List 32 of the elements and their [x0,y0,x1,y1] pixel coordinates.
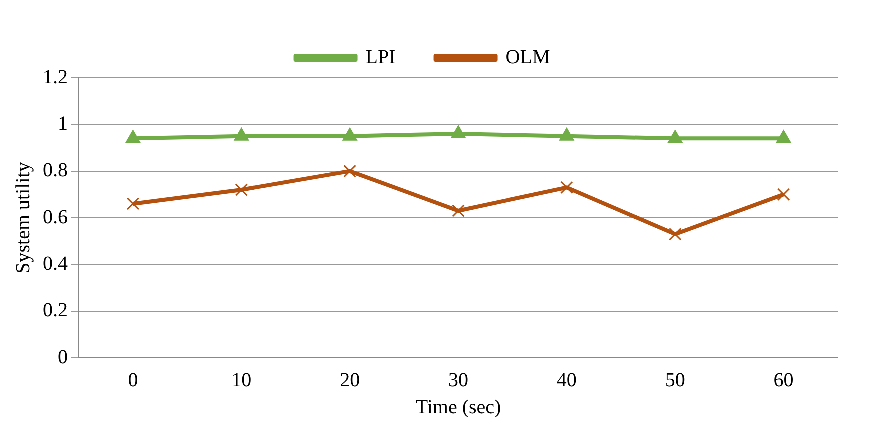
point [126,198,140,210]
legend-label: OLM [506,46,550,68]
y-tick-label: 0.4 [43,252,68,275]
x-axis-title: Time (sec) [416,396,502,418]
legend-label: LPI [366,46,396,68]
y-tick-label: 0.8 [43,160,68,182]
point [668,130,683,144]
point [126,130,141,144]
x-tick-label: 10 [232,369,252,392]
y-tick-label: 0.6 [43,206,68,228]
point [560,181,574,194]
point [452,204,465,218]
point [342,128,358,141]
point [777,188,790,202]
point [235,184,248,196]
y-tick-label: 1.2 [43,66,68,88]
y-tick-label: 0 [58,346,68,368]
x-tick-label: 30 [448,369,468,392]
x-tick-label: 60 [774,369,794,392]
point [451,126,466,138]
point [668,228,682,241]
x-tick-label: 40 [556,369,577,392]
x-tick-label: 50 [665,369,686,392]
point [344,164,356,178]
point [776,130,792,144]
point [234,128,250,141]
x-tick-label: 0 [128,369,138,392]
y-tick-label: 1 [58,112,68,135]
point [560,128,574,141]
x-tick-label: 20 [340,369,360,392]
y-axis-title: System utility [12,162,34,274]
y-tick-label: 0.2 [43,300,68,322]
